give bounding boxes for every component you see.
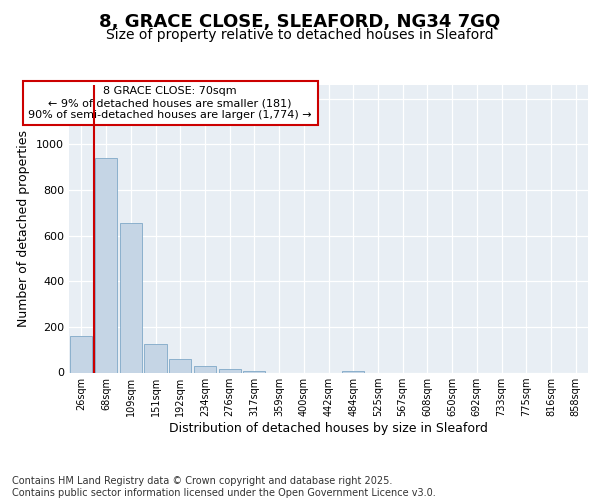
X-axis label: Distribution of detached houses by size in Sleaford: Distribution of detached houses by size … (169, 422, 488, 434)
Bar (145, 344, 167, 372)
Bar (194, 366, 216, 372)
Bar (218, 369, 241, 372)
Bar (169, 359, 191, 372)
Y-axis label: Number of detached properties: Number of detached properties (17, 130, 31, 327)
Bar (95, 158, 117, 372)
Bar (119, 223, 142, 372)
Text: Size of property relative to detached houses in Sleaford: Size of property relative to detached ho… (106, 28, 494, 42)
Text: 8, GRACE CLOSE, SLEAFORD, NG34 7GQ: 8, GRACE CLOSE, SLEAFORD, NG34 7GQ (100, 12, 500, 30)
Text: 8 GRACE CLOSE: 70sqm
← 9% of detached houses are smaller (181)
90% of semi-detac: 8 GRACE CLOSE: 70sqm ← 9% of detached ho… (28, 86, 312, 120)
Bar (70, 336, 92, 372)
Text: Contains HM Land Registry data © Crown copyright and database right 2025.
Contai: Contains HM Land Registry data © Crown c… (12, 476, 436, 498)
